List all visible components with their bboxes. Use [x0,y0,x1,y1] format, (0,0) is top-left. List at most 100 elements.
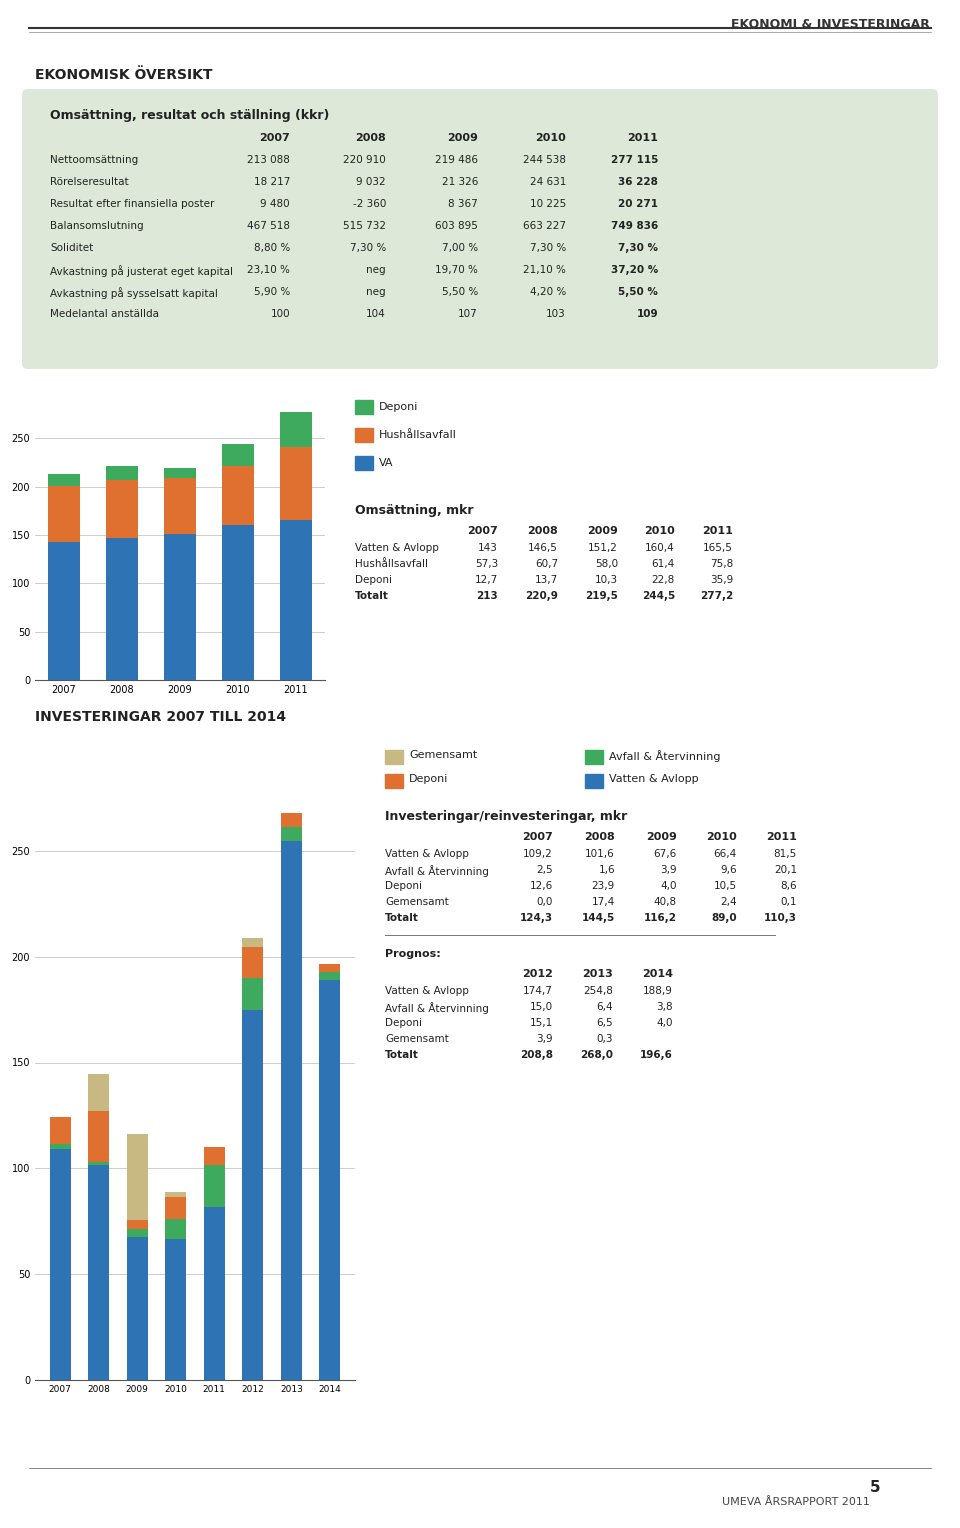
Text: 0,0: 0,0 [537,897,553,908]
Text: 160,4: 160,4 [645,542,675,553]
Bar [88,1164,109,1380]
Bar [222,443,253,466]
Bar [48,542,80,680]
Text: Deponi: Deponi [385,1018,422,1028]
Text: Gemensamt: Gemensamt [385,1034,448,1044]
Bar [280,446,312,520]
Text: 5,90 %: 5,90 % [253,287,290,296]
Text: 13,7: 13,7 [535,575,558,585]
Bar [165,1192,186,1196]
Text: Gemensamt: Gemensamt [385,897,448,908]
Text: 110,3: 110,3 [764,914,797,923]
Text: 1,6: 1,6 [598,865,615,876]
Text: 143: 143 [478,542,498,553]
Text: 603 895: 603 895 [435,222,478,231]
Text: neg: neg [367,264,386,275]
Text: Prognos:: Prognos: [385,949,441,960]
Bar [280,827,302,840]
Bar [222,466,253,526]
Text: 2,4: 2,4 [720,897,737,908]
Text: 21,10 %: 21,10 % [523,264,566,275]
Text: 467 518: 467 518 [247,222,290,231]
Text: 165,5: 165,5 [703,542,733,553]
Bar [127,1229,148,1236]
Text: 10 225: 10 225 [530,199,566,209]
Text: 2010: 2010 [536,133,566,144]
Text: 3,9: 3,9 [660,865,677,876]
Text: 219,5: 219,5 [586,591,618,601]
Text: Nettoomsättning: Nettoomsättning [50,154,138,165]
Bar [107,466,138,480]
Text: Balansomslutning: Balansomslutning [50,222,144,231]
Bar [127,1236,148,1380]
Text: 57,3: 57,3 [475,559,498,568]
Text: 109,2: 109,2 [523,850,553,859]
Text: 2014: 2014 [642,969,673,979]
Text: 663 227: 663 227 [523,222,566,231]
FancyBboxPatch shape [22,89,938,368]
Text: 2008: 2008 [355,133,386,144]
Bar [50,1117,71,1143]
Text: Omsättning, resultat och ställning (kkr): Omsättning, resultat och ställning (kkr) [50,108,329,122]
Bar [107,538,138,680]
Text: 7,30 %: 7,30 % [530,243,566,254]
Bar [50,1143,71,1149]
Bar [320,972,341,979]
Bar [165,1219,186,1239]
Text: 277 115: 277 115 [611,154,658,165]
Text: 15,1: 15,1 [530,1018,553,1028]
Text: 103: 103 [546,309,566,319]
Text: 3,9: 3,9 [537,1034,553,1044]
Text: 23,9: 23,9 [591,882,615,891]
Text: 2009: 2009 [447,133,478,144]
Bar [242,978,263,1010]
Bar [48,486,80,542]
Bar [50,1149,71,1380]
Bar [107,480,138,538]
Text: 6,4: 6,4 [596,1002,613,1012]
Text: 116,2: 116,2 [644,914,677,923]
Text: 5,50 %: 5,50 % [618,287,658,296]
Text: Deponi: Deponi [379,402,419,413]
Bar [320,964,341,972]
Text: 10,3: 10,3 [595,575,618,585]
Text: 2009: 2009 [646,833,677,842]
Text: 61,4: 61,4 [652,559,675,568]
Text: 277,2: 277,2 [700,591,733,601]
Text: 4,0: 4,0 [660,882,677,891]
Text: 144,5: 144,5 [582,914,615,923]
Text: 220,9: 220,9 [525,591,558,601]
Text: 60,7: 60,7 [535,559,558,568]
Text: 23,10 %: 23,10 % [247,264,290,275]
Text: 208,8: 208,8 [520,1050,553,1060]
Text: 213: 213 [476,591,498,601]
Text: 10,5: 10,5 [714,882,737,891]
Text: Deponi: Deponi [355,575,392,585]
Text: Rörelseresultat: Rörelseresultat [50,177,129,186]
Text: EKONOMISK ÖVERSIKT: EKONOMISK ÖVERSIKT [35,69,212,83]
Text: 244,5: 244,5 [641,591,675,601]
Text: 146,5: 146,5 [528,542,558,553]
Text: 515 732: 515 732 [343,222,386,231]
Text: Soliditet: Soliditet [50,243,93,254]
Text: 2011: 2011 [627,133,658,144]
Text: 220 910: 220 910 [344,154,386,165]
Bar [242,938,263,946]
Text: Investeringar/reinvesteringar, mkr: Investeringar/reinvesteringar, mkr [385,810,627,824]
Text: 151,2: 151,2 [588,542,618,553]
Text: Omsättning, mkr: Omsättning, mkr [355,504,473,516]
Text: 2013: 2013 [583,969,613,979]
Text: 21 326: 21 326 [442,177,478,186]
Text: 2012: 2012 [522,969,553,979]
Text: 8,6: 8,6 [780,882,797,891]
Text: 244 538: 244 538 [523,154,566,165]
Text: 2010: 2010 [707,833,737,842]
Text: Gemensamt: Gemensamt [409,750,477,759]
Text: 2008: 2008 [585,833,615,842]
Bar [88,1161,109,1164]
Text: Hushållsavfall: Hushållsavfall [355,559,428,568]
Text: 2,5: 2,5 [537,865,553,876]
Text: 104: 104 [367,309,386,319]
Text: Deponi: Deponi [385,882,422,891]
Text: 7,00 %: 7,00 % [442,243,478,254]
